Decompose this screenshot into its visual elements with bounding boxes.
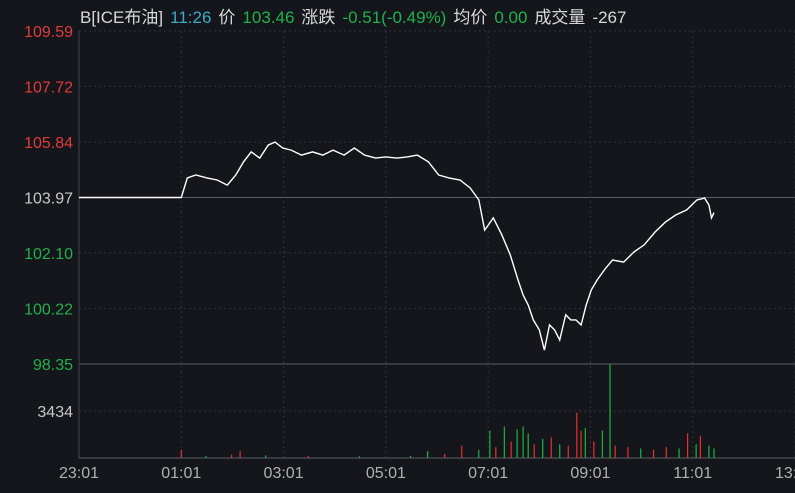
y-tick-label: 105.84 [24, 135, 73, 152]
x-tick-label: 01:01 [161, 465, 201, 482]
change-value: -0.51(-0.49%) [342, 8, 447, 27]
x-tick-label: 03:01 [264, 465, 304, 482]
y-tick-label: 102.10 [24, 246, 73, 263]
x-tick-label: 13:01 [775, 465, 795, 482]
price-line [79, 141, 715, 351]
avg-value: 0.00 [494, 8, 528, 27]
y-tick-label: 107.72 [24, 79, 73, 96]
change-label: 涨跌 [301, 8, 336, 27]
x-tick-label: 23:01 [59, 465, 99, 482]
x-tick-label: 07:01 [468, 465, 508, 482]
volume-label: 成交量 [534, 8, 586, 27]
y-tick-label: 103.97 [24, 191, 73, 208]
volume-value: -267 [592, 8, 627, 27]
quote-header: B[ICE布油] 11:26 价 103.46 涨跌 -0.51(-0.49%) 均价 0.0… [80, 3, 633, 28]
y-tick-label: 100.22 [24, 302, 73, 319]
y-tick-label: 109.59 [24, 24, 73, 41]
x-tick-label: 09:01 [570, 465, 610, 482]
avg-label: 均价 [453, 8, 488, 27]
volume-tick-label: 3434 [37, 404, 73, 421]
x-tick-label: 11:01 [673, 465, 712, 482]
quote-time: 11:26 [170, 8, 212, 27]
x-tick-label: 05:01 [366, 465, 406, 482]
price-value: 103.46 [242, 8, 295, 27]
y-tick-label: 98.35 [33, 357, 73, 374]
price-label: 价 [218, 8, 236, 27]
symbol: B[ICE布油] [80, 8, 164, 27]
